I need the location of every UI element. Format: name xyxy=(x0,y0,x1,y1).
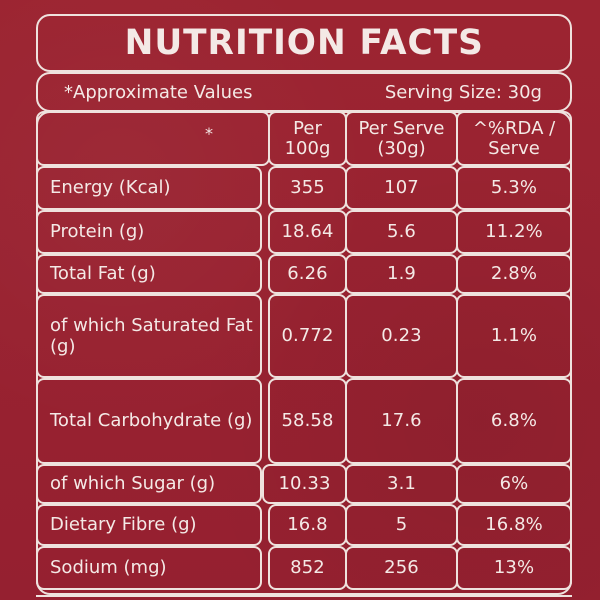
row-value-perserve: 5 xyxy=(395,514,408,536)
row-value-rda: 11.2% xyxy=(485,221,543,243)
table-row-saturated-fat-per100g: 0.772 xyxy=(268,294,347,378)
table-row-energy-perserve: 107 xyxy=(345,166,458,210)
star-mark: * xyxy=(205,124,213,143)
page-title: NUTRITION FACTS xyxy=(124,23,484,63)
header-rda: ^%RDA / Serve xyxy=(456,111,572,166)
info-box: *Approximate Values Serving Size: 30g xyxy=(36,72,572,112)
header-per-100g-text: Per 100g xyxy=(284,118,331,159)
approximate-values-label: *Approximate Values xyxy=(64,81,253,103)
table-row-saturated-fat-label: of which Saturated Fat (g) xyxy=(36,294,262,378)
row-label: Energy (Kcal) xyxy=(50,177,171,199)
table-row-sugar-per100g: 10.33 xyxy=(262,464,347,504)
row-value-per100g: 355 xyxy=(290,177,325,199)
table-row-carbohydrate-label: Total Carbohydrate (g) xyxy=(36,378,262,464)
table-row-fibre-label: Dietary Fibre (g) xyxy=(36,504,262,546)
table-row-energy-per100g: 355 xyxy=(268,166,347,210)
row-label: of which Sugar (g) xyxy=(50,473,216,495)
table-row-protein-rda: 11.2% xyxy=(456,210,572,254)
table-row-saturated-fat-perserve: 0.23 xyxy=(345,294,458,378)
bottom-border xyxy=(36,595,572,600)
table-row-sodium-per100g: 852 xyxy=(268,546,347,590)
table-row-energy-label: Energy (Kcal) xyxy=(36,166,262,210)
row-value-perserve: 17.6 xyxy=(381,410,422,432)
row-label: of which Saturated Fat (g) xyxy=(50,314,253,357)
row-value-rda: 16.8% xyxy=(485,514,543,536)
row-label: Sodium (mg) xyxy=(50,557,167,579)
row-value-perserve: 5.6 xyxy=(387,221,416,243)
table-row-sodium-rda: 13% xyxy=(456,546,572,590)
row-value-perserve: 1.9 xyxy=(387,263,416,285)
row-value-per100g: 852 xyxy=(290,557,325,579)
table-row-sugar-perserve: 3.1 xyxy=(345,464,458,504)
row-label: Total Carbohydrate (g) xyxy=(50,410,253,432)
table-row-saturated-fat-rda: 1.1% xyxy=(456,294,572,378)
table-row-total-fat-per100g: 6.26 xyxy=(268,254,347,294)
table-row-sugar-rda: 6% xyxy=(456,464,572,504)
row-value-per100g: 16.8 xyxy=(287,514,328,536)
table-row-protein-per100g: 18.64 xyxy=(268,210,347,254)
row-value-rda: 1.1% xyxy=(490,325,538,347)
header-rda-text: ^%RDA / Serve xyxy=(472,118,556,159)
table-row-protein-label: Protein (g) xyxy=(36,210,262,254)
row-value-per100g: 0.772 xyxy=(281,325,334,347)
header-per-100g: Per 100g xyxy=(268,111,347,166)
table-row-sugar-label: of which Sugar (g) xyxy=(36,464,262,504)
row-label: Protein (g) xyxy=(50,221,145,243)
table-row-carbohydrate-rda: 6.8% xyxy=(456,378,572,464)
header-per-serve: Per Serve (30g) xyxy=(345,111,458,166)
row-value-perserve: 256 xyxy=(384,557,419,579)
header-per-serve-text: Per Serve (30g) xyxy=(358,118,445,159)
row-label: Dietary Fibre (g) xyxy=(50,514,197,536)
table-row-total-fat-rda: 2.8% xyxy=(456,254,572,294)
row-value-rda: 6.8% xyxy=(490,410,538,432)
row-value-per100g: 58.58 xyxy=(281,410,334,432)
table-row-fibre-rda: 16.8% xyxy=(456,504,572,546)
row-value-perserve: 3.1 xyxy=(387,473,416,495)
table-row-protein-perserve: 5.6 xyxy=(345,210,458,254)
table-row-sodium-perserve: 256 xyxy=(345,546,458,590)
table-row-fibre-per100g: 16.8 xyxy=(268,504,347,546)
row-value-rda: 13% xyxy=(493,557,535,579)
row-value-rda: 2.8% xyxy=(490,263,538,285)
table-row-total-fat-perserve: 1.9 xyxy=(345,254,458,294)
table-row-carbohydrate-per100g: 58.58 xyxy=(268,378,347,464)
row-value-per100g: 6.26 xyxy=(287,263,328,285)
row-value-rda: 5.3% xyxy=(490,177,538,199)
title-box: NUTRITION FACTS xyxy=(36,14,572,72)
table-row-energy-rda: 5.3% xyxy=(456,166,572,210)
table-row-carbohydrate-perserve: 17.6 xyxy=(345,378,458,464)
header-label-cell xyxy=(36,111,270,166)
table-row-sodium-label: Sodium (mg) xyxy=(36,546,262,590)
row-value-perserve: 107 xyxy=(384,177,419,199)
row-value-per100g: 18.64 xyxy=(281,221,334,243)
serving-size-label: Serving Size: 30g xyxy=(384,81,542,103)
row-value-rda: 6% xyxy=(499,473,529,495)
row-value-perserve: 0.23 xyxy=(381,325,422,347)
table-row-total-fat-label: Total Fat (g) xyxy=(36,254,262,294)
table-row-fibre-perserve: 5 xyxy=(345,504,458,546)
row-label: Total Fat (g) xyxy=(50,263,156,285)
row-value-per100g: 10.33 xyxy=(278,473,331,495)
